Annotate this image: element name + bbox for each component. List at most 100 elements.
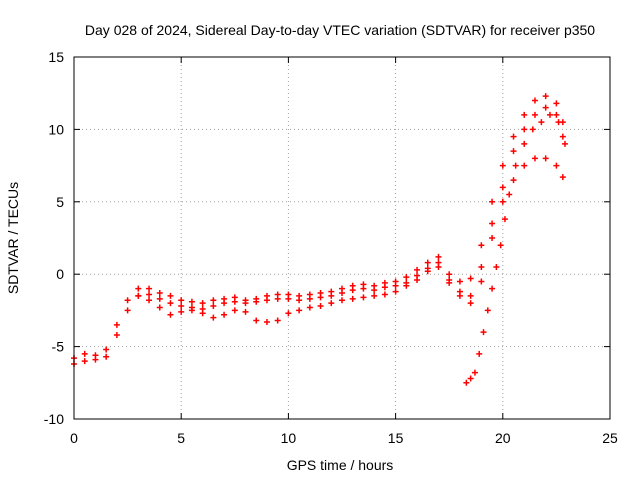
data-point [403, 282, 410, 289]
data-point [274, 317, 281, 324]
data-point [414, 266, 421, 273]
data-point [480, 329, 487, 336]
data-point [446, 271, 453, 278]
data-point [499, 162, 506, 169]
data-point [199, 310, 206, 317]
data-point [231, 298, 238, 305]
data-point [499, 184, 506, 191]
data-point [531, 97, 538, 104]
data-point [546, 111, 553, 118]
grid-lines [74, 57, 610, 419]
data-point [124, 307, 131, 314]
data-point [81, 350, 88, 357]
x-tick-label: 20 [495, 430, 511, 446]
data-point [478, 263, 485, 270]
data-point [553, 100, 560, 107]
data-point [521, 162, 528, 169]
plot-frame [73, 56, 611, 420]
data-point [538, 119, 545, 126]
data-point [188, 307, 195, 314]
data-point [506, 191, 513, 198]
data-point [424, 259, 431, 266]
data-point [542, 155, 549, 162]
data-point [263, 297, 270, 304]
data-point [188, 298, 195, 305]
x-tick-labels: 0 5 10 15 20 25 [70, 430, 618, 446]
data-point [135, 292, 142, 299]
y-tick-labels: -10 -5 0 5 10 15 [44, 49, 64, 427]
data-point [103, 353, 110, 360]
data-point [328, 292, 335, 299]
data-point [253, 298, 260, 305]
data-point [221, 300, 228, 307]
data-point [501, 216, 508, 223]
data-point [167, 292, 174, 299]
data-point [467, 275, 474, 282]
data-point [253, 317, 260, 324]
data-point [360, 294, 367, 301]
data-point [489, 198, 496, 205]
data-point [484, 307, 491, 314]
y-tick-label: -10 [44, 411, 64, 427]
data-point [210, 314, 217, 321]
data-point [446, 279, 453, 286]
data-point [512, 162, 519, 169]
data-point [403, 274, 410, 281]
data-point [559, 174, 566, 181]
x-tick-label: 0 [70, 430, 78, 446]
data-point [521, 111, 528, 118]
data-point [328, 300, 335, 307]
data-point [156, 290, 163, 297]
data-point [146, 285, 153, 292]
data-point [146, 297, 153, 304]
x-tick-label: 25 [602, 430, 618, 446]
data-points [71, 93, 568, 386]
data-point [521, 126, 528, 133]
data-point [349, 287, 356, 294]
data-point [103, 346, 110, 353]
data-point [555, 119, 562, 126]
data-point [381, 284, 388, 291]
series-trace-1 [71, 93, 566, 362]
data-point [542, 104, 549, 111]
data-point [510, 148, 517, 155]
series-trace-3 [135, 155, 566, 325]
data-point [489, 285, 496, 292]
data-point [317, 303, 324, 310]
data-point [392, 288, 399, 295]
data-point [210, 297, 217, 304]
data-point [456, 278, 463, 285]
data-point [559, 133, 566, 140]
data-point [467, 292, 474, 299]
data-point [360, 285, 367, 292]
data-point [478, 278, 485, 285]
data-point [113, 321, 120, 328]
data-point [317, 294, 324, 301]
data-point [467, 300, 474, 307]
axis-ticks [73, 56, 611, 420]
data-point [471, 369, 478, 376]
data-point [339, 297, 345, 304]
data-point [497, 242, 504, 249]
data-point [381, 291, 388, 298]
data-point [135, 285, 142, 292]
data-point [296, 307, 303, 314]
data-point [210, 303, 217, 310]
y-tick-label: 10 [48, 121, 64, 137]
data-point [242, 308, 249, 315]
data-point [463, 379, 470, 386]
data-point [242, 300, 249, 307]
data-point [478, 242, 485, 249]
data-point [489, 220, 496, 227]
data-point [81, 358, 88, 365]
data-point [156, 304, 163, 311]
data-point [371, 287, 378, 294]
x-tick-label: 5 [177, 430, 185, 446]
data-point [178, 303, 185, 310]
data-point [510, 177, 517, 184]
y-tick-label: 15 [48, 49, 64, 65]
data-point [339, 290, 345, 297]
data-point [489, 235, 496, 241]
data-point [493, 263, 500, 270]
data-point [499, 198, 506, 205]
